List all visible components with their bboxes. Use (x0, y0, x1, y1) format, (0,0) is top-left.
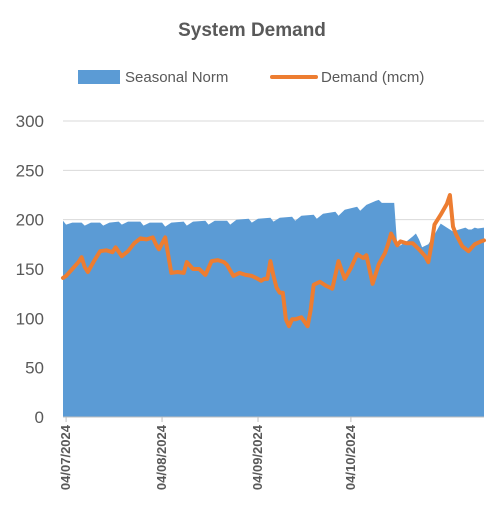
y-tick-label-150: 150 (16, 260, 44, 279)
y-tick-label-300: 300 (16, 112, 44, 131)
chart-title: System Demand (178, 20, 326, 41)
x-tick-label-0: 04/07/2024 (58, 424, 73, 490)
legend-label-seasonal-norm: Seasonal Norm (125, 69, 228, 86)
demand-line-layer (61, 193, 486, 329)
seasonal-norm-area (63, 199, 484, 417)
legend-swatch-seasonal-norm (78, 70, 120, 84)
seasonal-norm-area-layer (63, 199, 484, 417)
legend: Seasonal Norm Demand (mcm) (78, 69, 424, 86)
x-tick-label-1: 04/08/2024 (154, 424, 169, 490)
y-tick-label-100: 100 (16, 309, 44, 328)
x-tick-label-2: 04/09/2024 (250, 424, 265, 490)
demand-line (61, 193, 486, 329)
y-axis-ticks: 0 50 100 150 200 250 300 (16, 112, 44, 427)
legend-label-demand: Demand (mcm) (321, 69, 424, 86)
y-tick-label-0: 0 (35, 408, 44, 427)
y-tick-label-200: 200 (16, 211, 44, 230)
x-axis-ticks: 04/07/2024 04/08/2024 04/09/2024 04/10/2024 (58, 417, 358, 490)
x-tick-label-3: 04/10/2024 (343, 424, 358, 490)
y-tick-label-50: 50 (25, 359, 44, 378)
y-tick-label-250: 250 (16, 161, 44, 180)
